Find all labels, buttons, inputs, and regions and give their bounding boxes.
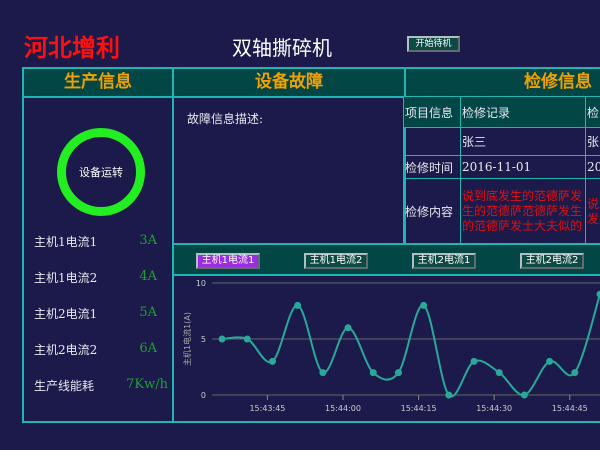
- metric-value: 4A: [139, 269, 157, 284]
- current-chart: 0 5 10 15:43:45 15:44:00 15:44:15 15:44:30 15:4…: [182, 279, 600, 413]
- data-point: [319, 369, 327, 377]
- row-label: 检修内容: [403, 178, 461, 245]
- x-tick-label: 15:43:45: [249, 404, 285, 413]
- table-cell: 说到底发生的范德萨发生的范德萨范德萨发生的范德萨发士大夫似的: [460, 178, 586, 245]
- page-title: 双轴撕碎机: [232, 36, 332, 60]
- tab-0[interactable]: 主机1电流1: [196, 253, 260, 269]
- maintenance-header: 检修信息: [404, 67, 600, 98]
- data-point: [596, 290, 600, 298]
- data-point: [495, 369, 503, 377]
- brand-logo-text: 河北增利: [24, 33, 120, 62]
- y-tick-label: 10: [196, 279, 206, 288]
- table-header: 检修记录: [460, 96, 586, 128]
- data-point: [445, 391, 453, 399]
- data-point: [243, 335, 251, 343]
- y-tick-label: 0: [201, 391, 206, 400]
- data-point: [294, 301, 302, 309]
- status-text: 设备运转: [79, 166, 123, 179]
- metric-value: 6A: [139, 341, 157, 356]
- data-point: [268, 357, 276, 365]
- tab-3[interactable]: 主机2电流2: [520, 253, 584, 269]
- production-header: 生产信息: [22, 67, 174, 98]
- x-tick-label: 15:44:30: [476, 404, 512, 413]
- data-point: [571, 369, 579, 377]
- tab-2[interactable]: 主机2电流1: [412, 253, 476, 269]
- data-point: [420, 301, 428, 309]
- data-point: [369, 369, 377, 377]
- table-header: 检: [585, 96, 600, 128]
- metric-label: 主机1电流2: [34, 271, 98, 285]
- data-point: [546, 357, 554, 365]
- table-cell: 张三: [460, 127, 586, 156]
- y-tick-label: 5: [201, 335, 206, 344]
- fault-description-label: 故障信息描述:: [187, 112, 264, 126]
- metric-value: 5A: [139, 305, 157, 320]
- tab-1[interactable]: 主机1电流2: [304, 253, 368, 269]
- table-cell: 2016-11-01: [460, 155, 586, 179]
- y-axis-label: 主机1电流1(A): [182, 312, 192, 366]
- series-line: [222, 293, 600, 398]
- chart-panel: [172, 274, 600, 423]
- metric-value: 7Kw/h: [126, 377, 168, 392]
- metric-label: 主机1电流1: [34, 235, 98, 249]
- x-tick-label: 15:44:45: [552, 404, 588, 413]
- start-standby-button[interactable]: 开始待机: [407, 36, 460, 52]
- chart-tabs: 主机1电流1 主机1电流2 主机2电流1 主机2电流2: [172, 243, 600, 276]
- data-point: [520, 391, 528, 399]
- x-tick-label: 15:44:00: [325, 404, 361, 413]
- table-cell: 说发发夫: [585, 178, 600, 245]
- status-ring: 设备运转: [57, 128, 145, 216]
- row-label: [403, 127, 461, 156]
- metric-label: 主机2电流1: [34, 307, 98, 321]
- row-label: 检修时间: [403, 155, 461, 179]
- data-point: [394, 369, 402, 377]
- data-point: [470, 357, 478, 365]
- table-header: 项目信息: [403, 96, 461, 128]
- data-point: [218, 335, 226, 343]
- metric-label: 主机2电流2: [34, 343, 98, 357]
- table-cell: 20: [585, 155, 600, 179]
- fault-header: 设备故障: [172, 67, 406, 98]
- x-tick-label: 15:44:15: [401, 404, 437, 413]
- data-point: [344, 324, 352, 332]
- metric-value: 3A: [139, 233, 157, 248]
- table-cell: 张: [585, 127, 600, 156]
- metric-label: 生产线能耗: [34, 379, 95, 393]
